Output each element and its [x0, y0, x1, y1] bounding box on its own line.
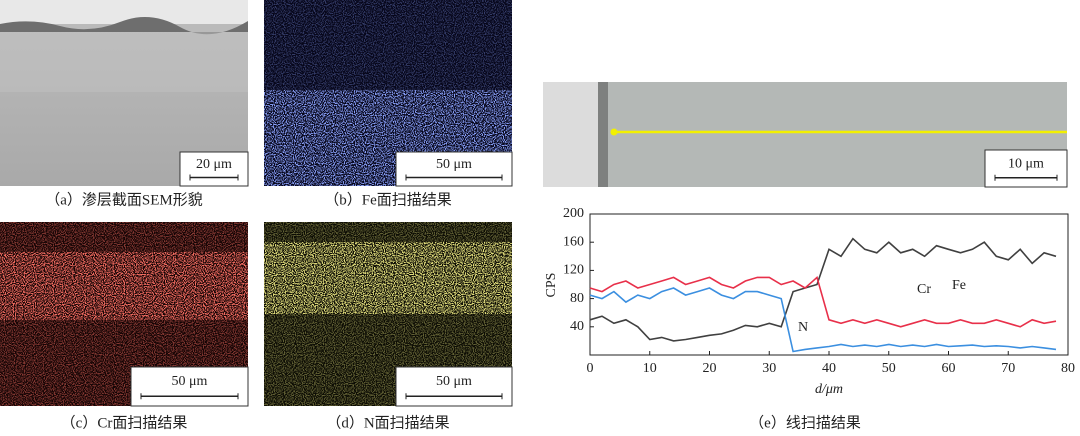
caption: （d）N面扫描结果 — [326, 414, 449, 431]
series-label: Fe — [952, 278, 966, 293]
scale-bar-box — [179, 151, 249, 187]
y-tick-label: 200 — [563, 206, 584, 221]
x-tick-label: 0 — [587, 361, 594, 376]
x-tick-label: 30 — [762, 361, 776, 376]
series-label: Cr — [917, 282, 931, 297]
caption: （c）Cr面扫描结果 — [61, 414, 188, 431]
scale-bar-label: 20 μm — [196, 157, 232, 172]
caption: （b）Fe面扫描结果 — [324, 191, 452, 208]
x-tick-label: 40 — [822, 361, 836, 376]
scale-bar-label: 50 μm — [436, 157, 472, 172]
x-tick-label: 20 — [703, 361, 717, 376]
x-tick-label: 60 — [942, 361, 956, 376]
y-tick-label: 40 — [570, 319, 584, 334]
line-chart: 40 80 120 160 200 0 10 20 30 40 50 60 70 80 CPS d/μm Fe C… — [544, 206, 1075, 397]
x-axis-label: d/μm — [815, 382, 843, 397]
caption: （e）线扫描结果 — [749, 414, 861, 431]
series-line — [589, 275, 1057, 328]
scale-bar-box — [984, 149, 1068, 188]
scale-bar-box — [395, 366, 513, 407]
sem-image — [0, 0, 248, 186]
y-axis-label: CPS — [544, 273, 559, 298]
x-tick-label: 80 — [1061, 361, 1075, 376]
y-tick-label: 80 — [570, 291, 584, 306]
scale-bar-label: 50 μm — [436, 374, 472, 389]
line-scan-image — [543, 82, 1067, 187]
scale-bar-box — [395, 151, 513, 187]
x-tick-label: 50 — [882, 361, 896, 376]
scale-bar-label: 50 μm — [172, 374, 208, 389]
series-label: N — [798, 320, 808, 335]
scale-bar-label: 10 μm — [1008, 156, 1044, 171]
series-line — [589, 287, 1057, 353]
x-tick-label: 10 — [643, 361, 657, 376]
y-tick-label: 160 — [563, 234, 584, 249]
caption: （a）渗层截面SEM形貌 — [45, 191, 203, 208]
x-tick-label: 70 — [1001, 361, 1015, 376]
y-tick-label: 120 — [563, 263, 584, 278]
scale-bar-box — [130, 366, 249, 407]
plot-frame — [589, 213, 1069, 356]
series-line — [589, 237, 1057, 342]
